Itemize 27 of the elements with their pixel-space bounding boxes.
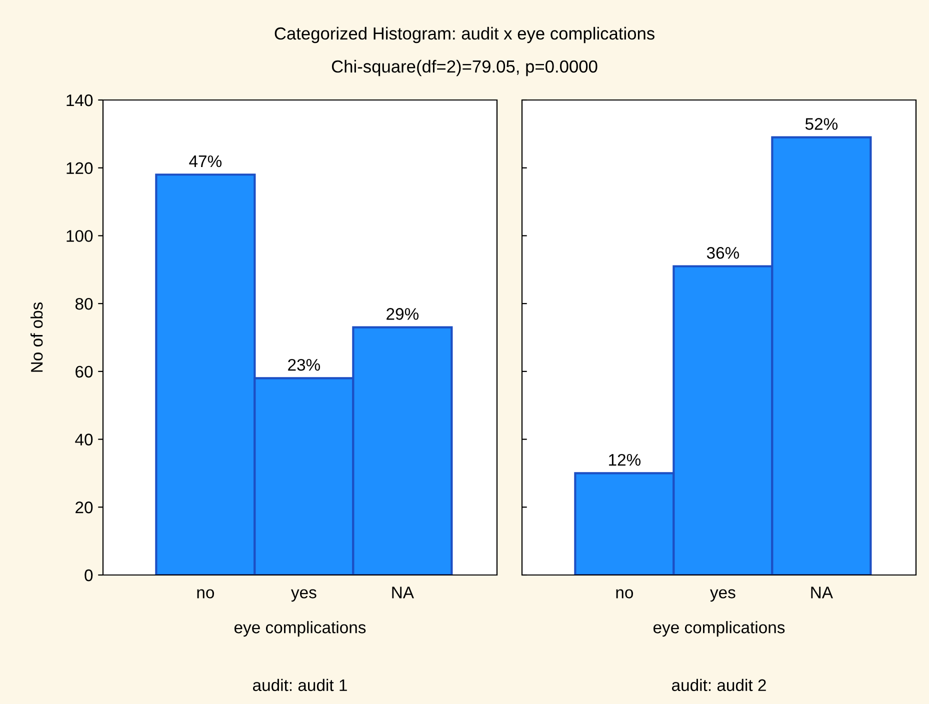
chart-title: Categorized Histogram: audit x eye complications [274, 26, 654, 44]
x-tick-label: no [616, 589, 634, 598]
x-tick-label: yes [710, 589, 736, 602]
chart-subtitle: Chi-square(df=2)=79.05, p=0.0000 [332, 60, 598, 76]
y-tick-label: 120 [66, 162, 93, 174]
y-tick-label: 60 [76, 366, 93, 378]
y-tick-label: 80 [75, 298, 93, 310]
x-axis-title: eye complications [653, 621, 785, 637]
annotation: 29% [386, 308, 419, 320]
x-tick-label: NA [811, 586, 833, 598]
annotation: 52% [805, 118, 838, 130]
x-tick-label: NA [392, 586, 414, 598]
y-tick-label: 140 [66, 94, 93, 106]
text: audit: audit 2 [672, 678, 766, 692]
y-axis-title: No of obs [30, 302, 43, 372]
annotation: 47% [189, 155, 222, 168]
y-tick-label: 40 [75, 434, 93, 446]
annotation: 23% [288, 358, 320, 371]
x-tick-label: no [197, 589, 214, 598]
text: audit: audit 1 [252, 678, 347, 692]
y-tick-label: 20 [76, 502, 93, 514]
annotation: 12% [609, 454, 641, 466]
y-tick-label: 0 [84, 569, 93, 582]
annotation: 36% [706, 246, 740, 259]
x-tick-label: yes [291, 589, 316, 602]
y-tick-label: 100 [66, 230, 93, 242]
x-axis-title: eye complications [234, 621, 366, 637]
